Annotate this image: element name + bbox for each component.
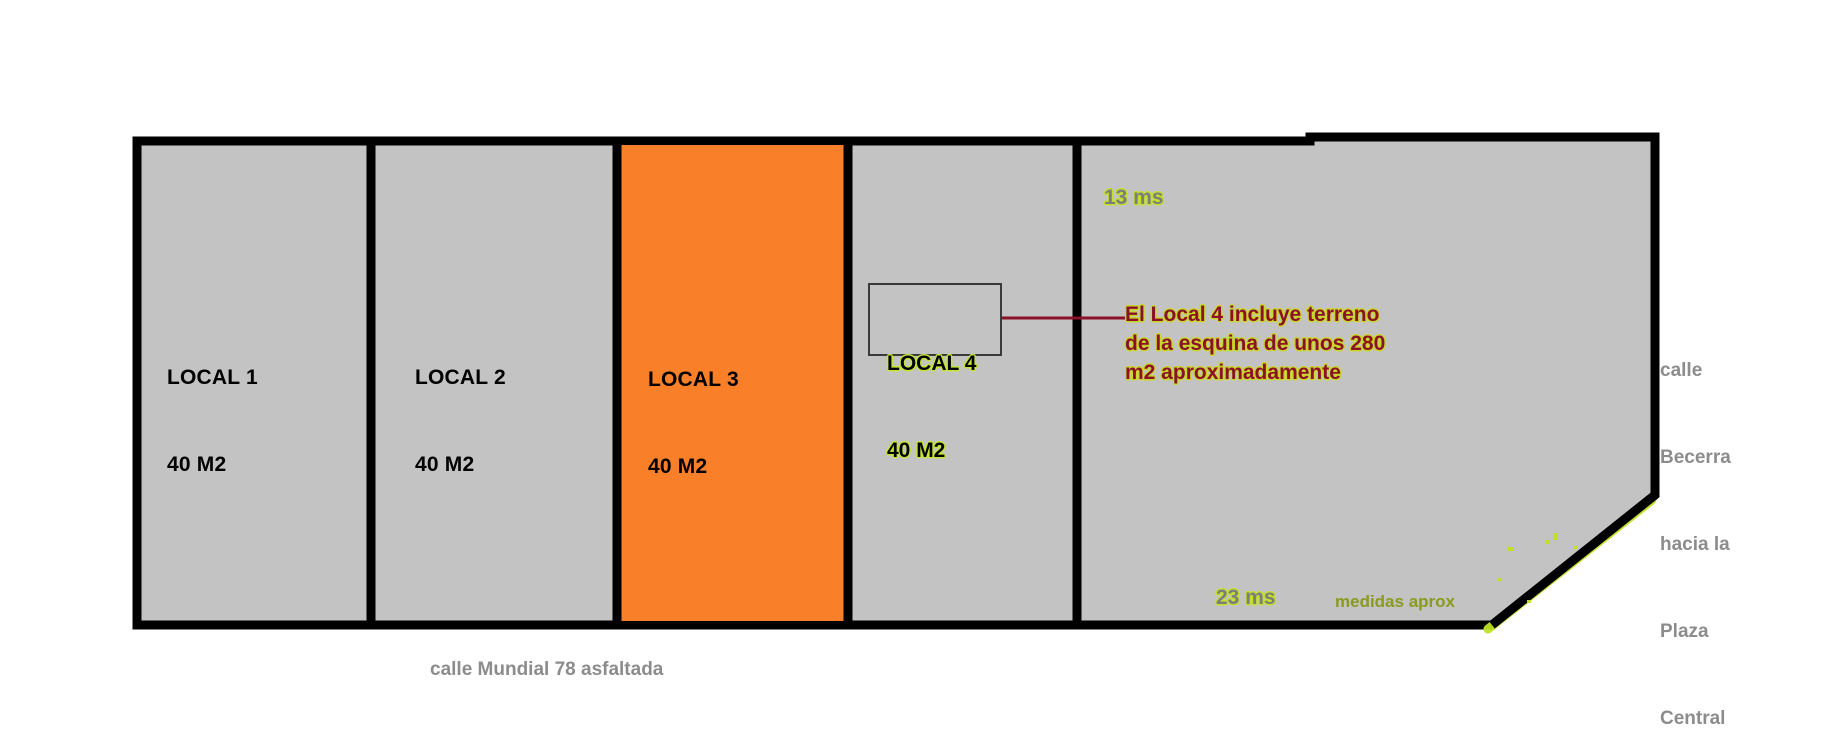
highlighter-speckles [1498, 533, 1577, 603]
measurement-note: medidas aprox [1335, 592, 1455, 611]
local-2-label: LOCAL 2 40 M2 [415, 305, 506, 537]
corner-note-line-1: El Local 4 incluye terreno [1125, 303, 1380, 326]
street-right-line-1: calle [1660, 360, 1703, 381]
plot-body-shape [132, 132, 1660, 630]
corner-annotation-note: El Local 4 incluye terreno de la esquina… [1125, 300, 1425, 387]
local-4-label: LOCAL 4 40 M2 [887, 291, 976, 523]
street-right-line-2: Becerra [1660, 447, 1731, 468]
street-right-line-3: hacia la [1660, 534, 1730, 555]
local-3-fill[interactable] [618, 145, 846, 621]
measurement-top-right: 13 ms [1104, 186, 1164, 209]
local-4-area: 40 M2 [887, 439, 946, 462]
local-2-name: LOCAL 2 [415, 366, 506, 389]
local-2-area: 40 M2 [415, 453, 475, 476]
local-3-area: 40 M2 [648, 455, 708, 478]
local-4-callout-box[interactable] [868, 283, 1002, 356]
local-3-label: LOCAL 3 40 M2 [648, 307, 739, 539]
local-4-name: LOCAL 4 [887, 352, 977, 375]
corner-note-line-3: m2 aproximadamente [1125, 361, 1341, 384]
street-label-bottom: calle Mundial 78 asfaltada [430, 659, 664, 680]
street-label-right: calle Becerra hacia la Plaza Central [1660, 298, 1810, 753]
corner-edge-outline [1489, 491, 1658, 629]
local-1-label: LOCAL 1 40 M2 [167, 305, 258, 537]
street-right-line-4: Plaza [1660, 621, 1709, 642]
local-1-area: 40 M2 [167, 453, 227, 476]
local-3-name: LOCAL 3 [648, 368, 739, 391]
local-1-name: LOCAL 1 [167, 366, 258, 389]
corner-note-line-2: de la esquina de unos 280 [1125, 332, 1386, 355]
street-right-line-5: Central [1660, 708, 1726, 729]
measurement-bottom-right: 23 ms [1216, 586, 1276, 609]
